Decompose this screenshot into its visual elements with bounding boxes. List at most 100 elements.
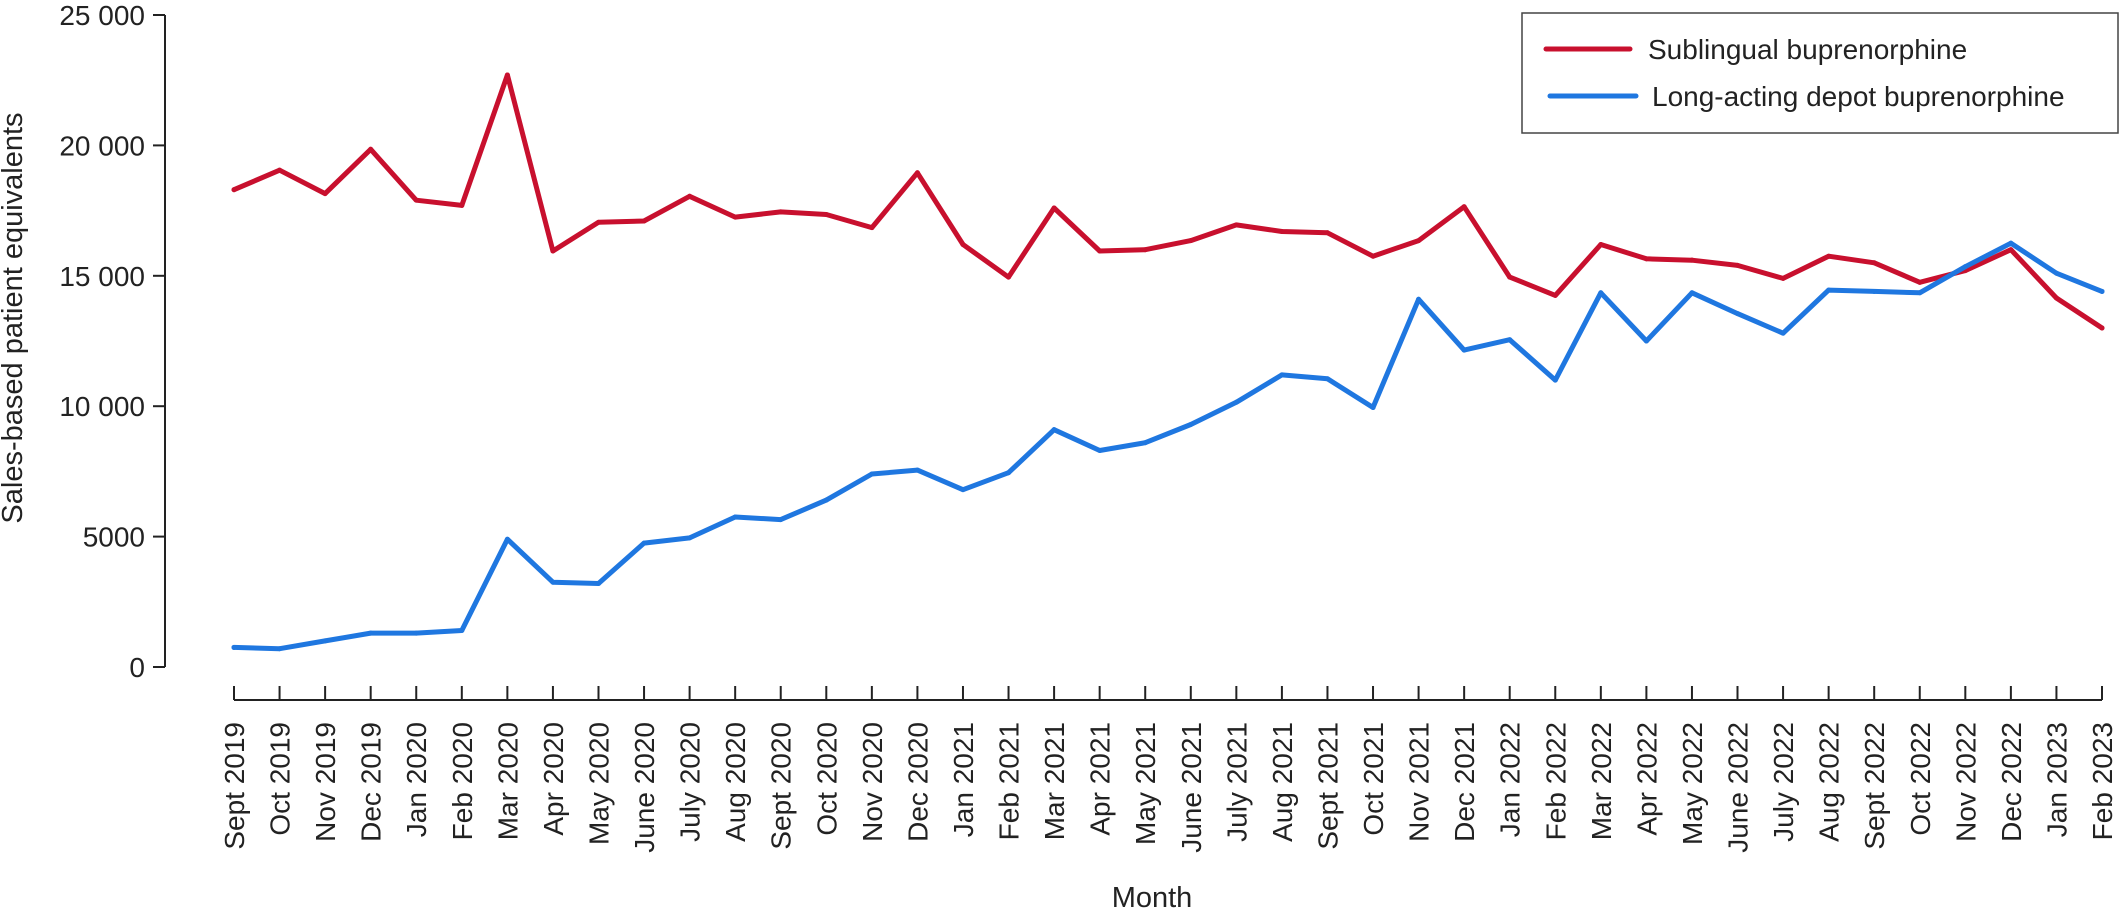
- x-tick-label: Jan 2021: [948, 722, 979, 837]
- data-point-long-acting-depot-buprenorphine: [550, 579, 556, 585]
- legend: Sublingual buprenorphine Long-acting dep…: [1521, 12, 2119, 134]
- x-tick-label: Oct 2022: [1905, 722, 1936, 836]
- data-point-long-acting-depot-buprenorphine: [1780, 330, 1786, 336]
- data-point-long-acting-depot-buprenorphine: [1917, 290, 1923, 296]
- data-point-sublingual-buprenorphine: [1324, 230, 1330, 236]
- data-point-sublingual-buprenorphine: [869, 225, 875, 231]
- x-tick-label: Oct 2020: [811, 722, 842, 836]
- data-point-sublingual-buprenorphine: [1598, 242, 1604, 248]
- data-point-sublingual-buprenorphine: [1826, 253, 1832, 259]
- data-point-long-acting-depot-buprenorphine: [960, 487, 966, 493]
- data-point-sublingual-buprenorphine: [778, 209, 784, 215]
- data-point-sublingual-buprenorphine: [1006, 274, 1012, 280]
- data-point-long-acting-depot-buprenorphine: [732, 514, 738, 520]
- data-point-long-acting-depot-buprenorphine: [1142, 440, 1148, 446]
- legend-label-sublingual: Sublingual buprenorphine: [1648, 34, 1967, 65]
- data-point-long-acting-depot-buprenorphine: [1279, 372, 1285, 378]
- data-point-sublingual-buprenorphine: [231, 187, 237, 193]
- x-tick-label: June 2021: [1176, 722, 1207, 853]
- data-point-long-acting-depot-buprenorphine: [1188, 421, 1194, 427]
- data-point-sublingual-buprenorphine: [595, 219, 601, 225]
- y-tick-label: 20 000: [59, 130, 145, 161]
- data-point-long-acting-depot-buprenorphine: [1097, 448, 1103, 454]
- x-tick-label: Nov 2022: [1950, 722, 1981, 842]
- y-tick-label: 25 000: [59, 0, 145, 31]
- series-line-long-acting-depot-buprenorphine: [231, 240, 2105, 652]
- data-point-sublingual-buprenorphine: [1051, 205, 1057, 211]
- x-axis: Sept 2019 Oct 2019 Nov 2019 Dec 2019 Jan 202…: [219, 686, 2118, 853]
- data-point-sublingual-buprenorphine: [732, 214, 738, 220]
- x-tick-label: Aug 2022: [1814, 722, 1845, 842]
- data-point-long-acting-depot-buprenorphine: [869, 471, 875, 477]
- data-point-long-acting-depot-buprenorphine: [778, 517, 784, 523]
- data-point-long-acting-depot-buprenorphine: [1735, 311, 1741, 317]
- data-point-long-acting-depot-buprenorphine: [687, 535, 693, 541]
- x-tick-label: Sept 2021: [1312, 722, 1343, 850]
- x-tick-label: Jan 2020: [401, 722, 432, 837]
- x-tick-label: Apr 2020: [538, 722, 569, 836]
- x-tick-label: Feb 2021: [994, 722, 1025, 840]
- x-tick-label: Dec 2019: [356, 722, 387, 842]
- y-axis-title: Sales-based patient equivalents: [0, 112, 29, 523]
- x-tick-label: May 2021: [1130, 722, 1161, 845]
- series-line-sublingual-buprenorphine: [231, 72, 2105, 331]
- legend-label-depot: Long-acting depot buprenorphine: [1652, 81, 2065, 112]
- data-point-sublingual-buprenorphine: [687, 193, 693, 199]
- x-tick-label: July 2021: [1221, 722, 1252, 842]
- x-tick-label: Apr 2022: [1631, 722, 1662, 836]
- data-point-long-acting-depot-buprenorphine: [277, 646, 283, 652]
- x-tick-label: Mar 2022: [1586, 722, 1617, 840]
- data-point-long-acting-depot-buprenorphine: [413, 630, 419, 636]
- data-point-sublingual-buprenorphine: [914, 170, 920, 176]
- data-point-long-acting-depot-buprenorphine: [2053, 270, 2059, 276]
- data-point-sublingual-buprenorphine: [413, 197, 419, 203]
- x-tick-label: Feb 2023: [2087, 722, 2118, 840]
- x-tick-label: June 2022: [1723, 722, 1754, 853]
- data-point-sublingual-buprenorphine: [1370, 253, 1376, 259]
- data-point-long-acting-depot-buprenorphine: [1552, 377, 1558, 383]
- x-tick-label: Sept 2020: [766, 722, 797, 850]
- data-point-sublingual-buprenorphine: [1461, 204, 1467, 210]
- data-point-long-acting-depot-buprenorphine: [1461, 347, 1467, 353]
- x-tick-label: Feb 2022: [1540, 722, 1571, 840]
- data-point-long-acting-depot-buprenorphine: [2008, 240, 2014, 246]
- data-point-long-acting-depot-buprenorphine: [1507, 337, 1513, 343]
- data-point-sublingual-buprenorphine: [1279, 228, 1285, 234]
- x-tick-label: Oct 2021: [1358, 722, 1389, 836]
- x-tick-label: Dec 2022: [1996, 722, 2027, 842]
- data-point-long-acting-depot-buprenorphine: [1370, 405, 1376, 411]
- data-point-long-acting-depot-buprenorphine: [1051, 427, 1057, 433]
- data-point-sublingual-buprenorphine: [2053, 295, 2059, 301]
- data-point-sublingual-buprenorphine: [1507, 274, 1513, 280]
- x-tick-label: Apr 2021: [1085, 722, 1116, 836]
- y-tick-label: 0: [129, 652, 145, 683]
- data-point-long-acting-depot-buprenorphine: [914, 467, 920, 473]
- data-point-sublingual-buprenorphine: [550, 248, 556, 254]
- data-point-sublingual-buprenorphine: [1416, 238, 1422, 244]
- data-point-sublingual-buprenorphine: [1871, 260, 1877, 266]
- x-tick-label: Sept 2019: [219, 722, 250, 850]
- x-tick-label: Dec 2021: [1449, 722, 1480, 842]
- data-point-sublingual-buprenorphine: [1142, 247, 1148, 253]
- data-point-long-acting-depot-buprenorphine: [2099, 288, 2105, 294]
- y-tick-label: 5000: [83, 522, 145, 553]
- data-point-sublingual-buprenorphine: [1233, 222, 1239, 228]
- data-point-long-acting-depot-buprenorphine: [641, 540, 647, 546]
- data-point-long-acting-depot-buprenorphine: [231, 644, 237, 650]
- data-point-sublingual-buprenorphine: [1689, 257, 1695, 263]
- data-point-long-acting-depot-buprenorphine: [595, 581, 601, 587]
- data-point-sublingual-buprenorphine: [2099, 325, 2105, 331]
- x-tick-label: Dec 2020: [902, 722, 933, 842]
- legend-box: [1521, 12, 2119, 134]
- x-tick-label: Aug 2020: [720, 722, 751, 842]
- data-point-sublingual-buprenorphine: [1917, 279, 1923, 285]
- data-point-sublingual-buprenorphine: [641, 218, 647, 224]
- x-tick-label: July 2020: [675, 722, 706, 842]
- data-point-long-acting-depot-buprenorphine: [1598, 290, 1604, 296]
- x-tick-label: July 2022: [1768, 722, 1799, 842]
- x-tick-label: Oct 2019: [265, 722, 296, 836]
- data-point-sublingual-buprenorphine: [960, 242, 966, 248]
- data-point-long-acting-depot-buprenorphine: [1324, 376, 1330, 382]
- data-point-long-acting-depot-buprenorphine: [1006, 470, 1012, 476]
